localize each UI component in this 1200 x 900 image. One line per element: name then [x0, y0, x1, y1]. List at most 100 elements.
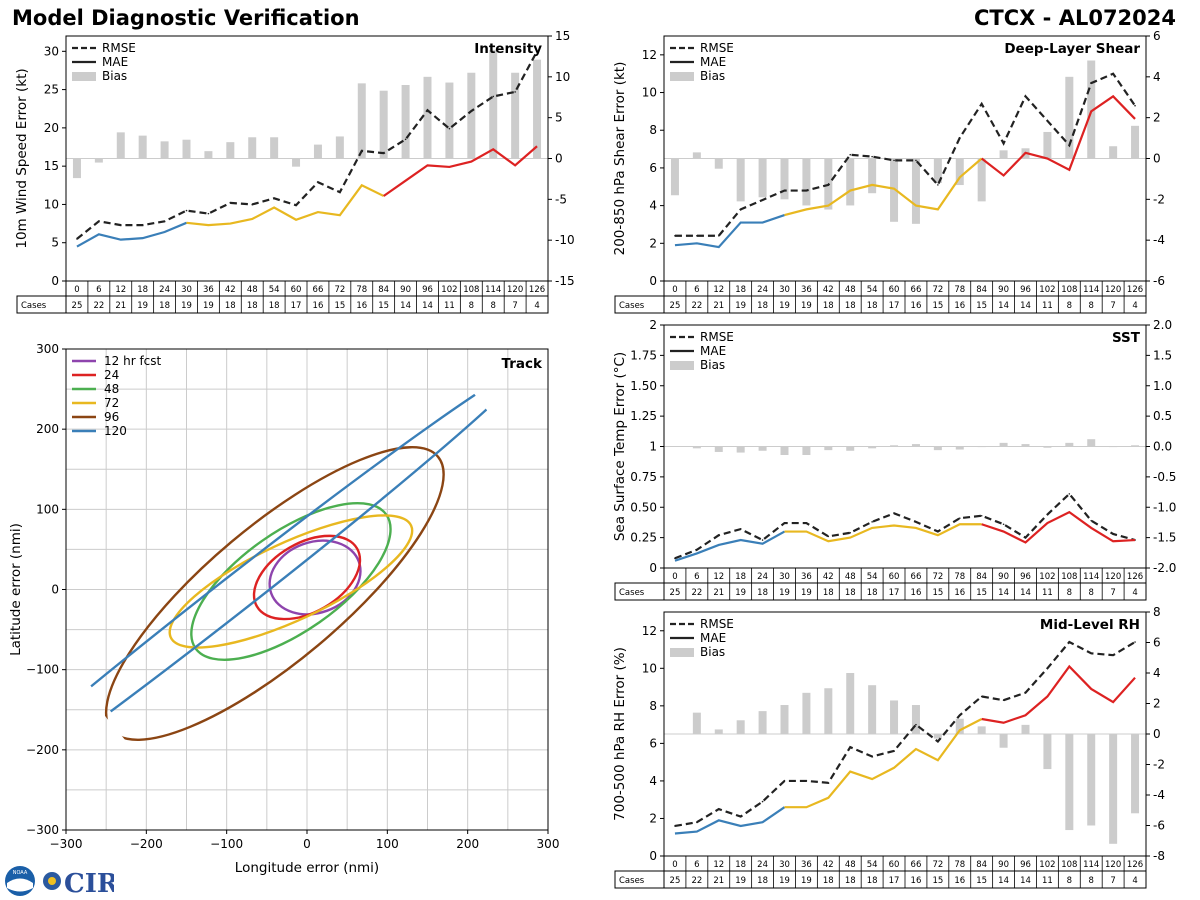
noaa-label: NOAA	[13, 870, 28, 876]
shear-cases-row	[614, 295, 1147, 314]
sst-hour-label: 0	[672, 572, 677, 582]
intensity-case-count: 22	[93, 301, 104, 311]
shear-bias-bar	[802, 158, 811, 206]
sst-case-count: 14	[1020, 588, 1031, 598]
sst-hour-label: 12	[713, 572, 724, 582]
sst-hour-label: 120	[1105, 572, 1121, 582]
shear-y2tick-label: 4	[1153, 70, 1161, 84]
shear-ylabel: 200-850 hPa Shear Error (kt)	[612, 62, 628, 256]
rh-rmse-point	[1046, 667, 1049, 670]
sst-case-count: 16	[911, 588, 922, 598]
track-ytick-label: −100	[26, 663, 59, 677]
track-legend-label: 24	[104, 368, 119, 382]
shear-rmse-point	[871, 155, 873, 158]
rh-legend-bias-label: Bias	[700, 645, 725, 659]
rh-legend-bias-swatch	[670, 648, 694, 657]
track-ytick-label: 100	[36, 502, 59, 516]
rh-y2tick-label: 8	[1153, 605, 1161, 619]
rh-mae-line	[674, 806, 786, 835]
intensity-ytick-label: 20	[44, 121, 59, 135]
rh-y2tick-label: 4	[1153, 666, 1161, 680]
rh-rmse-point	[1068, 641, 1071, 643]
shear-bias-bar	[1131, 125, 1140, 159]
sst-rmse-point	[1046, 513, 1049, 516]
intensity-hour-label: 90	[400, 285, 411, 295]
track-ytick-label: 0	[51, 583, 59, 597]
rh-y2tick-label: -6	[1153, 819, 1165, 833]
rh-ytick-label: 4	[649, 774, 657, 788]
sst-y2tick-label: -1.0	[1153, 500, 1176, 514]
sst-case-count: 19	[735, 588, 746, 598]
shear-title: Deep-Layer Shear	[1004, 41, 1140, 57]
sst-case-count: 11	[1042, 588, 1053, 598]
rh-ytick-label: 8	[649, 699, 657, 713]
sst-cases-row	[614, 582, 1147, 601]
shear-rmse-point	[958, 136, 961, 139]
shear-rmse-point	[1068, 144, 1071, 147]
shear-hour-label: 96	[1020, 285, 1031, 295]
sst-y2tick-label: -2.0	[1153, 561, 1176, 575]
rh-case-count: 15	[976, 876, 987, 886]
sst-ytick-label: 1.50	[630, 379, 657, 393]
shear-bias-bar	[933, 158, 942, 183]
rh-case-count: 14	[1020, 876, 1031, 886]
sst-rmse-point	[717, 534, 720, 536]
intensity-rmse-point	[382, 152, 385, 154]
rh-rmse-point	[871, 755, 873, 758]
intensity-rmse-line	[76, 50, 539, 240]
intensity-hour-label: 18	[137, 285, 148, 295]
sst-ytick-label: 1.25	[630, 409, 657, 423]
sst-rmse-point	[915, 521, 917, 523]
shear-hour-label: 12	[713, 285, 724, 295]
shear-case-count: 8	[1089, 301, 1094, 311]
shear-rmse-point	[980, 103, 983, 105]
intensity-rmse-point	[536, 50, 538, 53]
intensity-bias-bar	[270, 137, 279, 159]
cira-label: CIRA	[64, 869, 114, 898]
sst-bias-bar	[714, 446, 723, 452]
rh-hour-label: 90	[998, 860, 1009, 870]
shear-case-count: 4	[1132, 301, 1137, 311]
intensity-hour-label: 24	[159, 285, 170, 295]
track-ytick-label: −300	[26, 823, 59, 837]
intensity-case-count: 18	[247, 301, 258, 311]
noaa-cira-logo: NOAA CIRA	[5, 866, 114, 898]
storm-id: CTCX - AL072024	[974, 6, 1176, 30]
intensity-legend-mae-label: MAE	[102, 55, 128, 69]
rh-case-count: 7	[1110, 876, 1115, 886]
shear-bias-bar	[736, 158, 745, 202]
shear-legend-bias-swatch	[670, 72, 694, 81]
rh-ytick-label: 6	[649, 736, 657, 750]
track-xtick-label: −100	[210, 837, 243, 851]
intensity-y2tick-label: -15	[555, 274, 575, 288]
shear-hour-label: 126	[1127, 285, 1143, 295]
sst-hour-label: 24	[757, 572, 768, 582]
intensity-bias-bar	[379, 90, 388, 159]
sst-y2tick-label: 0.0	[1153, 440, 1172, 454]
shear-case-count: 14	[1020, 301, 1031, 311]
rh-case-count: 16	[911, 876, 922, 886]
shear-case-count: 15	[976, 301, 987, 311]
sst-bias-bar	[890, 445, 899, 447]
track-xtick-label: −300	[50, 837, 83, 851]
rh-rmse-point	[739, 815, 742, 818]
shear-case-count: 21	[713, 301, 724, 311]
rh-rmse-point	[1134, 641, 1136, 643]
intensity-bias-bar	[467, 72, 476, 159]
sst-bias-bar	[868, 446, 877, 449]
shear-case-count: 25	[670, 301, 681, 311]
sst-rmse-point	[871, 521, 873, 523]
intensity-y2tick-label: 10	[555, 70, 570, 84]
rh-bias-bar	[714, 729, 723, 734]
shear-hour-label: 30	[779, 285, 790, 295]
sst-case-count: 7	[1110, 588, 1115, 598]
track-legend-label: 48	[104, 382, 119, 396]
rh-rmse-point	[674, 825, 676, 827]
shear-rmse-point	[805, 189, 808, 192]
rh-bias-bar	[1131, 734, 1140, 814]
intensity-ylabel: 10m Wind Speed Error (kt)	[14, 68, 30, 248]
shear-case-count: 19	[735, 301, 746, 311]
rh-rmse-point	[827, 782, 830, 784]
intensity-hour-label: 66	[313, 285, 324, 295]
sst-case-count: 22	[691, 588, 702, 598]
